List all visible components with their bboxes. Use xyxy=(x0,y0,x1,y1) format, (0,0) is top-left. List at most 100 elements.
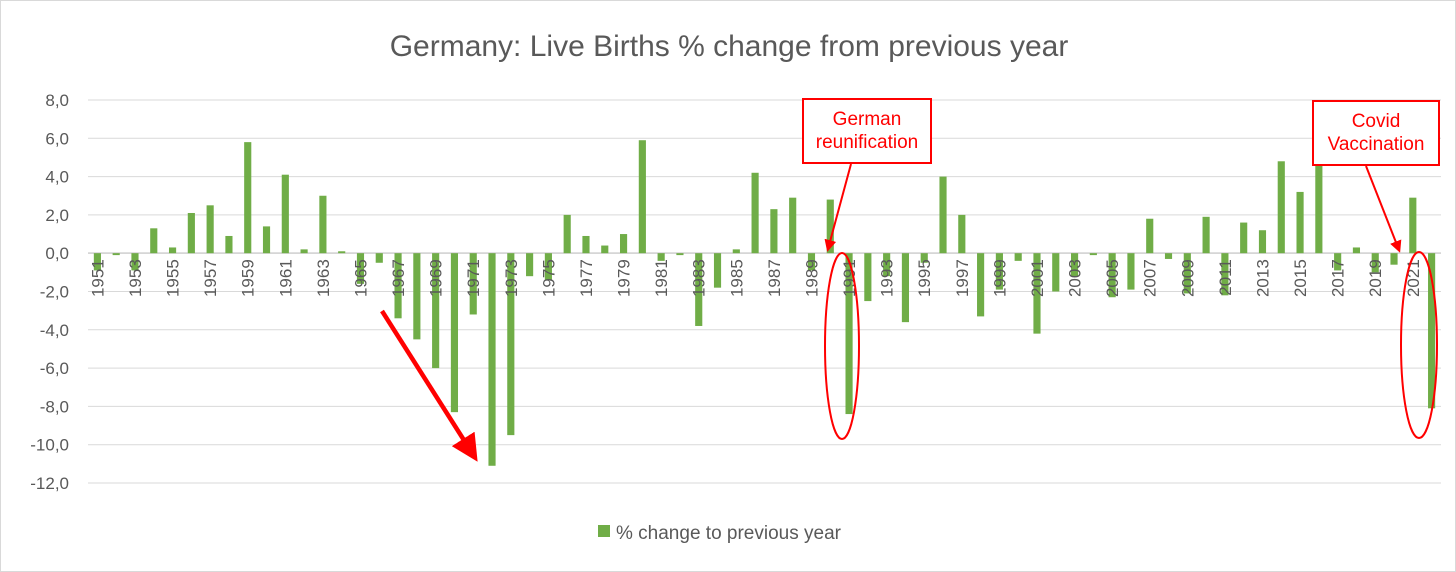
x-tick-label: 1969 xyxy=(427,259,446,297)
annotation-line-1: Covid xyxy=(1352,111,1401,132)
bar-1957 xyxy=(206,205,214,254)
bar-2003 xyxy=(1070,253,1079,277)
bar-1999 xyxy=(995,253,1003,290)
bar-1989 xyxy=(807,253,816,271)
bar-1952 xyxy=(112,253,120,256)
x-tick-label: 1989 xyxy=(802,259,821,297)
bar-1960 xyxy=(262,226,271,254)
highlight-ellipse xyxy=(1400,251,1438,439)
x-tick-label: 1993 xyxy=(878,259,897,297)
bar-1978 xyxy=(601,245,609,254)
bar-1956 xyxy=(187,212,195,254)
bar-2022 xyxy=(1428,253,1436,409)
bar-1967 xyxy=(394,253,402,319)
annotation-arrow xyxy=(1365,165,1402,253)
bar-1953 xyxy=(131,253,139,271)
annotation-line-2: Vaccination xyxy=(1328,134,1425,155)
bar-1991 xyxy=(845,253,853,415)
annotation-covid-vaccination: Covid Vaccination xyxy=(1312,100,1440,439)
x-tick-label: 1957 xyxy=(201,259,220,297)
y-tick-label: -6,0 xyxy=(40,359,69,378)
bar-2017 xyxy=(1334,253,1342,271)
x-tick-label: 1977 xyxy=(577,259,596,297)
x-tick-label: 1967 xyxy=(389,259,408,297)
y-tick-label: 2,0 xyxy=(45,206,69,225)
bar-1994 xyxy=(901,253,910,323)
legend: % change to previous year xyxy=(598,523,842,544)
bar-1968 xyxy=(413,253,421,340)
bar-2021 xyxy=(1409,197,1417,254)
bar-2000 xyxy=(1014,253,1022,261)
bar-2001 xyxy=(1033,253,1041,334)
bar-2020 xyxy=(1390,253,1398,265)
decline-arrow xyxy=(380,309,478,462)
x-tick-label: 1975 xyxy=(539,259,558,297)
bar-1982 xyxy=(676,253,684,256)
x-tick-label: 1959 xyxy=(239,259,258,297)
bar-1986 xyxy=(751,172,759,254)
bar-series xyxy=(93,111,1436,466)
annotation-line-2: reunification xyxy=(816,132,918,153)
legend-swatch xyxy=(598,525,610,537)
x-tick-label: 2009 xyxy=(1178,259,1197,297)
y-tick-label: -12,0 xyxy=(30,474,69,493)
annotation-line-1: German xyxy=(833,109,902,130)
bar-2015 xyxy=(1296,191,1304,254)
x-tick-label: 2013 xyxy=(1253,259,1272,297)
x-tick-label: 1973 xyxy=(502,259,521,297)
bar-1995 xyxy=(920,253,928,263)
bar-1993 xyxy=(883,253,891,277)
x-tick-label: 1981 xyxy=(652,259,671,297)
bar-1987 xyxy=(770,209,778,254)
x-tick-label: 2019 xyxy=(1366,259,1385,297)
y-tick-label: 0,0 xyxy=(45,244,69,263)
x-tick-label: 1997 xyxy=(953,259,972,297)
y-tick-label: 6,0 xyxy=(45,129,69,148)
bar-1973 xyxy=(507,253,515,436)
x-tick-label: 1953 xyxy=(126,259,145,297)
y-tick-label: -2,0 xyxy=(40,283,69,302)
annotations: German reunification Covid Vaccination xyxy=(380,98,1440,462)
x-tick-label: 1987 xyxy=(765,259,784,297)
bar-1970 xyxy=(450,253,459,413)
bar-1998 xyxy=(977,253,985,317)
y-tick-label: -8,0 xyxy=(40,397,69,416)
annotation-box xyxy=(802,98,932,164)
bar-1992 xyxy=(864,253,872,302)
bar-1975 xyxy=(544,253,552,281)
bar-1958 xyxy=(225,235,233,254)
x-tick-label: 1963 xyxy=(314,259,333,297)
x-tick-label: 1995 xyxy=(915,259,934,297)
bar-2004 xyxy=(1089,253,1097,256)
bar-1971 xyxy=(469,253,477,315)
bar-2014 xyxy=(1277,161,1285,254)
bar-2010 xyxy=(1202,216,1210,254)
bar-2009 xyxy=(1183,253,1191,294)
bar-1985 xyxy=(732,249,740,254)
bar-1959 xyxy=(244,142,252,254)
x-tick-label: 1983 xyxy=(690,259,709,297)
bar-1965 xyxy=(356,253,365,284)
bar-1983 xyxy=(695,253,703,326)
x-tick-label: 1985 xyxy=(727,259,746,297)
bar-1988 xyxy=(789,197,797,254)
bar-2012 xyxy=(1240,222,1248,254)
bar-1966 xyxy=(375,253,383,263)
bar-1976 xyxy=(563,214,571,254)
bar-1980 xyxy=(638,140,646,254)
bar-2008 xyxy=(1164,253,1173,259)
x-tick-label: 2001 xyxy=(1028,259,1047,297)
chart-title: Germany: Live Births % change from previ… xyxy=(390,30,1069,63)
bar-1977 xyxy=(582,235,590,254)
annotation-german-reunification: German reunification xyxy=(802,98,932,440)
x-tick-label: 1971 xyxy=(464,259,483,297)
x-tick-label: 2011 xyxy=(1216,259,1235,296)
annotation-arrow xyxy=(824,163,852,252)
bar-1951 xyxy=(93,253,101,271)
x-tick-label: 1955 xyxy=(164,259,183,297)
x-tick-label: 2003 xyxy=(1066,259,1085,297)
bar-2018 xyxy=(1352,247,1361,254)
x-tick-label: 1979 xyxy=(615,259,634,297)
